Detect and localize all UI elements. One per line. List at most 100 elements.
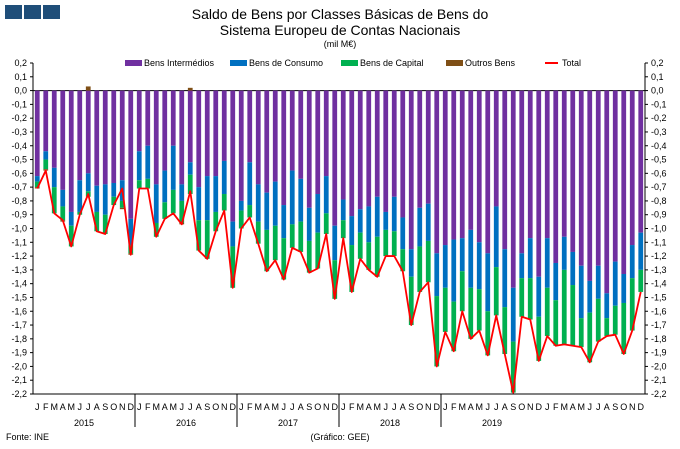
chart-title-line-1: Saldo de Bens por Classes Básicas de Ben… bbox=[191, 6, 489, 22]
bar-segment bbox=[60, 189, 66, 207]
x-month-label: M bbox=[459, 402, 467, 412]
bar-segment bbox=[272, 90, 278, 182]
bar-segment bbox=[544, 287, 550, 337]
bar-segment bbox=[604, 90, 610, 294]
bar-segment bbox=[366, 242, 372, 270]
y-tick-label-left: -0,2 bbox=[11, 113, 27, 123]
y-tick-label-left: 0,2 bbox=[14, 58, 27, 68]
legend-label: Bens de Consumo bbox=[249, 58, 323, 68]
bar-segment bbox=[383, 229, 389, 257]
bar-segment bbox=[247, 90, 253, 163]
bar-segment bbox=[391, 231, 397, 257]
x-year-label: 2017 bbox=[278, 418, 298, 428]
x-month-label: S bbox=[408, 402, 414, 412]
y-tick-label-left: -0,4 bbox=[11, 141, 27, 151]
y-tick-label-right: -1,2 bbox=[651, 251, 667, 261]
bar-segment bbox=[340, 220, 346, 239]
bar-segment bbox=[145, 90, 151, 146]
y-tick-label-left: 0,1 bbox=[14, 72, 27, 82]
x-month-label: M bbox=[68, 402, 76, 412]
x-month-label: A bbox=[604, 402, 610, 412]
y-tick-label-left: -0,8 bbox=[11, 196, 27, 206]
bar-segment bbox=[315, 90, 321, 195]
x-month-label: N bbox=[527, 402, 534, 412]
bar-segment bbox=[417, 207, 423, 247]
y-tick-label-right: 0,2 bbox=[651, 58, 664, 68]
bar-segment bbox=[187, 174, 193, 195]
x-month-label: N bbox=[119, 402, 126, 412]
chart-title: Saldo de Bens por Classes Básicas de Ben… bbox=[0, 6, 680, 38]
bar-segment bbox=[77, 90, 83, 181]
x-month-label: M bbox=[561, 402, 569, 412]
y-tick-label-left: -0,9 bbox=[11, 210, 27, 220]
x-month-label: A bbox=[162, 402, 168, 412]
x-month-label: A bbox=[94, 402, 100, 412]
bar-segment bbox=[323, 213, 329, 235]
x-month-label: M bbox=[578, 402, 586, 412]
y-tick-label-left: -1,2 bbox=[11, 251, 27, 261]
x-month-label: J bbox=[443, 402, 448, 412]
x-month-label: F bbox=[553, 402, 559, 412]
bar-segment bbox=[629, 245, 635, 279]
bar-segment bbox=[493, 267, 499, 316]
bar-segment bbox=[162, 90, 168, 171]
bar-segment bbox=[519, 253, 525, 279]
bar-segment bbox=[408, 249, 414, 277]
bar-segment bbox=[187, 87, 193, 91]
y-tick-label-left: -2,0 bbox=[11, 361, 27, 371]
x-month-label: O bbox=[416, 402, 423, 412]
x-month-label: F bbox=[145, 402, 151, 412]
bar-segment bbox=[510, 287, 516, 342]
total-line bbox=[36, 169, 642, 394]
x-month-label: D bbox=[434, 402, 441, 412]
bar-segment bbox=[400, 217, 406, 250]
x-month-label: M bbox=[374, 402, 382, 412]
bar-segment bbox=[425, 203, 431, 241]
y-tick-label-right: -1,7 bbox=[651, 320, 667, 330]
x-month-label: J bbox=[188, 402, 193, 412]
x-month-label: J bbox=[282, 402, 287, 412]
bar-segment bbox=[94, 211, 100, 232]
y-tick-label-left: -0,3 bbox=[11, 127, 27, 137]
x-month-label: J bbox=[596, 402, 601, 412]
bar-segment bbox=[204, 90, 210, 177]
bar-segment bbox=[51, 167, 57, 188]
bar-segment bbox=[544, 90, 550, 239]
bar-segment bbox=[306, 207, 312, 241]
y-tick-label-left: -1,4 bbox=[11, 279, 27, 289]
bar-segment bbox=[519, 90, 525, 254]
x-year-label: 2019 bbox=[482, 418, 502, 428]
bar-segment bbox=[349, 216, 355, 246]
x-month-label: J bbox=[137, 402, 142, 412]
x-month-label: N bbox=[323, 402, 330, 412]
bar-segment bbox=[162, 202, 168, 219]
bar-segment bbox=[357, 90, 363, 210]
bar-segment bbox=[102, 184, 108, 215]
bar-segment bbox=[391, 90, 397, 197]
bar-segment bbox=[153, 222, 159, 237]
bar-segment bbox=[476, 90, 482, 243]
bar-segment bbox=[238, 90, 244, 201]
x-month-label: J bbox=[180, 402, 185, 412]
x-month-label: F bbox=[247, 402, 253, 412]
bar-segment bbox=[323, 90, 329, 177]
y-tick-label-right: -0,1 bbox=[651, 99, 667, 109]
bar-segment bbox=[145, 145, 151, 179]
bar-segment bbox=[612, 90, 618, 262]
bar-segment bbox=[485, 311, 491, 356]
x-month-label: D bbox=[230, 402, 237, 412]
x-month-label: A bbox=[468, 402, 474, 412]
bar-segment bbox=[247, 205, 253, 218]
bar-segment bbox=[323, 176, 329, 214]
y-tick-label-right: 0,1 bbox=[651, 72, 664, 82]
credit-note: (Gráfico: GEE) bbox=[310, 432, 370, 442]
bar-segment bbox=[111, 182, 117, 197]
bar-segment bbox=[468, 287, 474, 339]
chart-title-line-2: Sistema Europeu de Contas Nacionais bbox=[219, 22, 461, 38]
bar-segment bbox=[289, 170, 295, 225]
y-tick-label-right: -1,9 bbox=[651, 348, 667, 358]
x-year-label: 2018 bbox=[380, 418, 400, 428]
x-month-label: A bbox=[400, 402, 406, 412]
x-month-label: J bbox=[239, 402, 244, 412]
x-month-label: A bbox=[570, 402, 576, 412]
